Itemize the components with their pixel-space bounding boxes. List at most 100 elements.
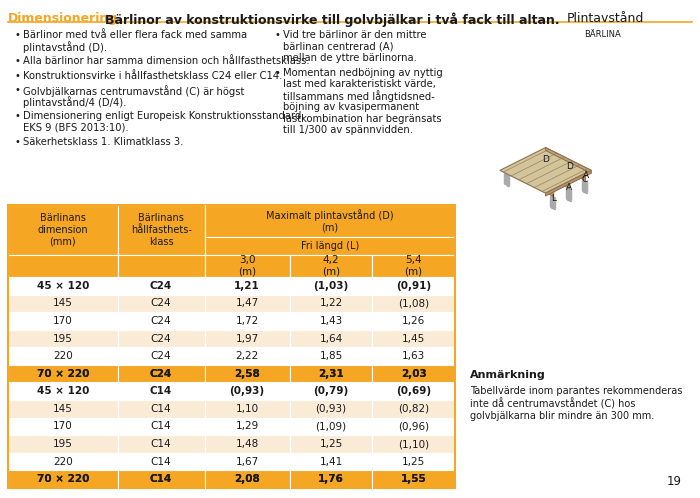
Bar (204, 471, 290, 488)
Text: (0,93): (0,93) (316, 404, 346, 414)
Bar (8, 471, 118, 488)
Text: 1,97: 1,97 (235, 334, 259, 344)
Text: 1,47: 1,47 (235, 298, 259, 308)
Bar (118, 347, 204, 365)
Text: •: • (15, 137, 21, 147)
Text: •: • (15, 30, 21, 40)
Text: •: • (15, 71, 21, 81)
Text: C14: C14 (150, 404, 172, 414)
Bar (290, 471, 372, 488)
Bar (290, 471, 372, 488)
Polygon shape (545, 147, 591, 173)
Text: 1,85: 1,85 (319, 351, 342, 361)
Text: Plintavstånd: Plintavstånd (567, 12, 645, 25)
Polygon shape (522, 161, 570, 185)
Text: 1,43: 1,43 (319, 316, 342, 326)
Text: 220: 220 (53, 351, 73, 361)
Text: 1,55: 1,55 (401, 474, 426, 484)
Text: •: • (275, 68, 281, 78)
Text: (0,96): (0,96) (398, 421, 429, 431)
Bar (118, 382, 204, 400)
Bar (118, 453, 204, 471)
Bar (118, 277, 204, 295)
Bar (118, 435, 204, 453)
Text: •: • (15, 85, 21, 95)
Text: 45 × 120: 45 × 120 (36, 386, 89, 396)
Text: 170: 170 (53, 316, 73, 326)
Bar (372, 295, 455, 312)
Text: 70 × 220: 70 × 220 (36, 369, 89, 378)
Bar (372, 365, 455, 382)
Text: C24: C24 (150, 369, 172, 378)
Text: 70 × 220: 70 × 220 (36, 474, 89, 484)
Text: böjning av kvasipermanent: böjning av kvasipermanent (283, 102, 419, 112)
Bar (8, 382, 118, 400)
Text: Momentan nedböjning av nyttig: Momentan nedböjning av nyttig (283, 68, 442, 78)
Bar (204, 255, 290, 277)
Text: 2,58: 2,58 (234, 369, 260, 378)
Bar (204, 418, 290, 435)
Text: 70 × 220: 70 × 220 (36, 369, 89, 378)
Bar (204, 435, 290, 453)
Bar (118, 330, 204, 347)
Bar (118, 205, 204, 255)
Polygon shape (505, 169, 554, 193)
Bar (372, 400, 455, 418)
Text: Dimensionering: Dimensionering (8, 12, 118, 25)
Bar (118, 471, 204, 488)
Bar (204, 347, 290, 365)
Bar (204, 365, 290, 382)
Text: mellan de yttre bärlinorna.: mellan de yttre bärlinorna. (283, 53, 417, 63)
Bar (8, 205, 118, 255)
Bar (372, 435, 455, 453)
Text: 2,31: 2,31 (318, 369, 344, 378)
Text: L: L (551, 194, 556, 203)
Text: Bärlinans
dimension
(mm): Bärlinans dimension (mm) (37, 214, 88, 247)
Bar (8, 347, 118, 365)
Text: 1,55: 1,55 (401, 474, 426, 484)
Text: C24: C24 (150, 369, 172, 378)
Polygon shape (540, 153, 586, 181)
Text: EKS 9 (BFS 2013:10).: EKS 9 (BFS 2013:10). (23, 123, 129, 132)
Text: Maximalt plintavstånd (D)
(m): Maximalt plintavstånd (D) (m) (266, 209, 393, 233)
Text: C: C (582, 175, 588, 184)
Text: 2,03: 2,03 (401, 369, 426, 378)
Bar (118, 255, 204, 277)
Bar (8, 330, 118, 347)
Bar (8, 295, 118, 312)
Bar (290, 453, 372, 471)
Bar (372, 255, 455, 277)
Bar (290, 347, 372, 365)
Bar (8, 365, 118, 382)
Bar (204, 277, 290, 295)
Bar (204, 365, 290, 382)
Text: C14: C14 (150, 386, 172, 396)
Bar (290, 365, 372, 382)
Text: till 1/300 av spännvidden.: till 1/300 av spännvidden. (283, 125, 413, 135)
Bar (372, 471, 455, 488)
Bar (118, 295, 204, 312)
Bar (8, 365, 118, 382)
Bar (204, 471, 290, 488)
Text: •: • (15, 56, 21, 66)
Text: (1,09): (1,09) (316, 421, 346, 431)
Text: 1,21: 1,21 (234, 281, 260, 291)
Text: last med karakteristiskt värde,: last med karakteristiskt värde, (283, 79, 436, 89)
Text: (1,03): (1,03) (314, 281, 349, 291)
Bar (290, 418, 372, 435)
Text: Fri längd (L): Fri längd (L) (301, 241, 359, 251)
Text: 1,72: 1,72 (235, 316, 259, 326)
Bar (204, 237, 455, 255)
Text: D: D (542, 155, 549, 164)
Text: 220: 220 (53, 457, 73, 467)
Text: 195: 195 (52, 439, 73, 449)
Text: Bärlinor med två eller flera fack med samma: Bärlinor med två eller flera fack med sa… (23, 30, 247, 40)
Text: A: A (566, 183, 572, 192)
Bar (204, 330, 290, 347)
Polygon shape (538, 153, 586, 177)
Text: 145: 145 (52, 404, 73, 414)
Text: 1,48: 1,48 (235, 439, 259, 449)
Bar (290, 435, 372, 453)
Text: Bärlinor av konstruktionsvirke till golvbjälkar i två fack till altan.: Bärlinor av konstruktionsvirke till golv… (105, 12, 559, 26)
Text: 1,25: 1,25 (319, 439, 342, 449)
